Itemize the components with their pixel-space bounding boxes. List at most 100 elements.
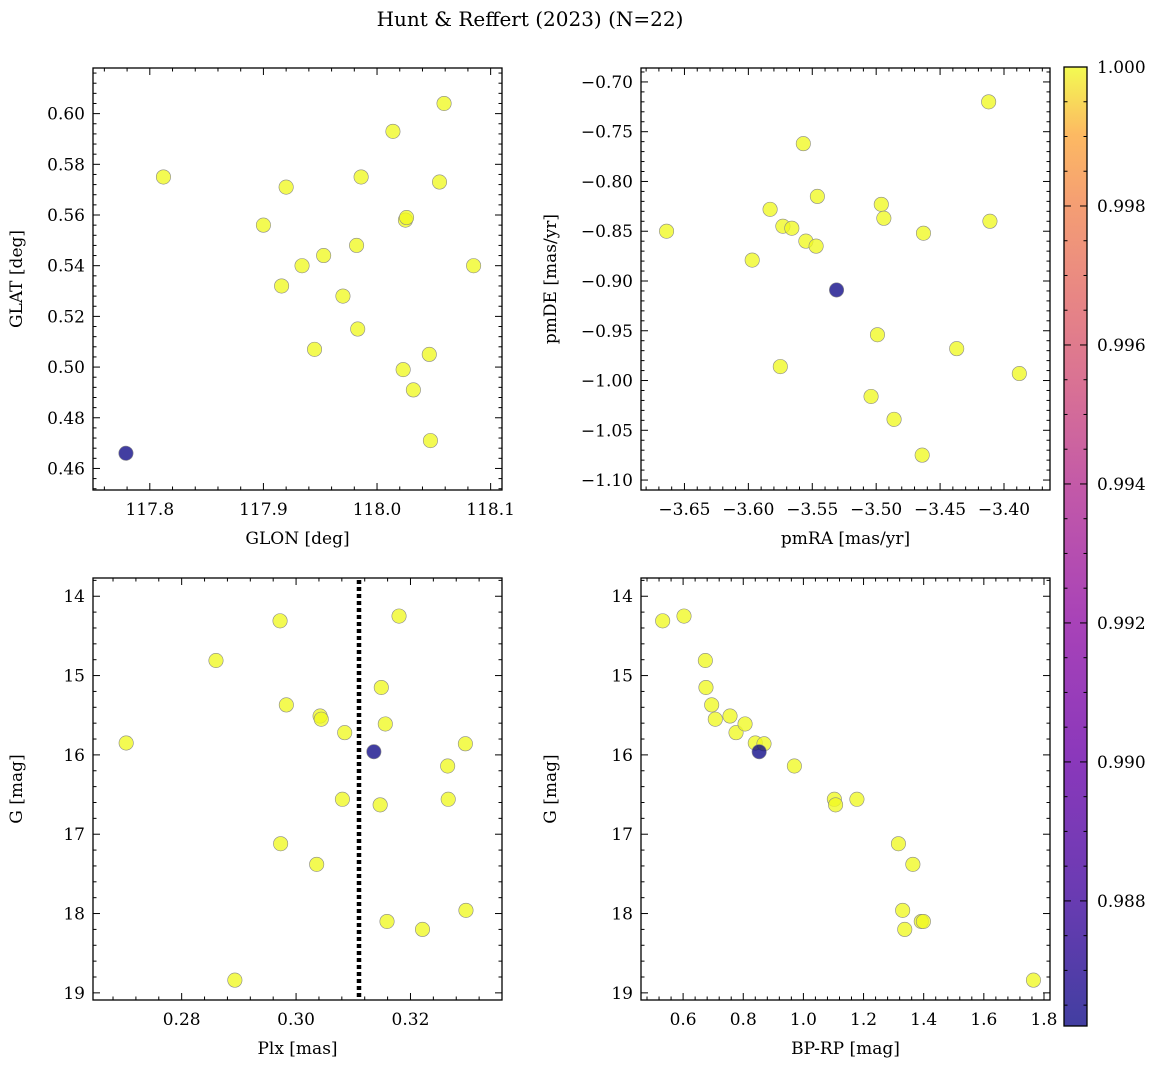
y-tick-label: −0.75 bbox=[581, 123, 633, 143]
data-point bbox=[405, 382, 421, 398]
x-tick-label: 118.1 bbox=[466, 500, 515, 520]
ticks bbox=[641, 68, 1050, 491]
data-point bbox=[458, 902, 474, 918]
colorbar-tick-label: 0.998 bbox=[1097, 197, 1146, 217]
y-tick-label: 0.54 bbox=[47, 257, 85, 277]
data-point bbox=[294, 258, 310, 274]
data-point bbox=[949, 341, 965, 357]
x-tick-label: 118.0 bbox=[353, 500, 402, 520]
colorbar-tick-label: 0.994 bbox=[1097, 475, 1146, 495]
data-point bbox=[659, 223, 675, 239]
data-point bbox=[414, 921, 430, 937]
data-point bbox=[155, 169, 171, 185]
data-point bbox=[849, 791, 865, 807]
data-point bbox=[366, 744, 382, 760]
data-point bbox=[981, 94, 997, 110]
x-tick-label: 0.8 bbox=[730, 1010, 757, 1030]
y-axis-label: G [mag] bbox=[541, 754, 561, 823]
y-axis-label: pmDE [mas/yr] bbox=[541, 214, 561, 344]
y-tick-label: 0.50 bbox=[47, 358, 85, 378]
y-tick-label: 15 bbox=[63, 667, 85, 687]
y-tick-label: −0.95 bbox=[581, 322, 633, 342]
data-point bbox=[762, 201, 778, 217]
data-point bbox=[786, 758, 802, 774]
y-tick-label: 0.46 bbox=[47, 459, 85, 479]
x-tick-label: 1.6 bbox=[970, 1010, 997, 1030]
data-point bbox=[914, 447, 930, 463]
data-point bbox=[440, 791, 456, 807]
colorbar-tick-label: 0.988 bbox=[1097, 892, 1146, 912]
data-point bbox=[309, 856, 325, 872]
data-point bbox=[982, 213, 998, 229]
data-point bbox=[744, 252, 760, 268]
y-tick-label: 17 bbox=[63, 825, 85, 845]
y-tick-label: −0.80 bbox=[581, 172, 633, 192]
x-tick-label: −3.45 bbox=[914, 500, 966, 520]
axes-frame bbox=[92, 577, 503, 1001]
axes-frame bbox=[640, 577, 1051, 1001]
x-tick-label: −3.65 bbox=[658, 500, 710, 520]
x-tick-label: −3.60 bbox=[722, 500, 774, 520]
colorbar-tick-label: 0.990 bbox=[1097, 753, 1146, 773]
axes-frame bbox=[92, 67, 503, 491]
ticks bbox=[93, 578, 503, 1000]
data-point bbox=[421, 346, 437, 362]
panel-4: 0.6 0.8 1.0 1.2 1.4 1.6 1.8 14 15 16 17 18 19 BP-RP [… bbox=[541, 577, 1058, 1059]
points bbox=[655, 608, 1041, 988]
data-point bbox=[828, 797, 844, 813]
y-tick-label: 0.58 bbox=[47, 155, 85, 175]
x-tick-label: 0.32 bbox=[392, 1010, 430, 1030]
data-point bbox=[784, 220, 800, 236]
y-tick-label: −0.85 bbox=[581, 222, 633, 242]
colorbar-frame bbox=[1063, 66, 1088, 1027]
data-point bbox=[395, 362, 411, 378]
data-point bbox=[273, 836, 289, 852]
panels: 117.8 117.9 118.0 118.1 0.46 0.48 0.50 0.52 0.54… bbox=[7, 67, 1058, 1059]
y-tick-label: 0.60 bbox=[47, 105, 85, 125]
data-point bbox=[863, 388, 879, 404]
x-tick-label: 1.8 bbox=[1030, 1010, 1057, 1030]
y-tick-label: 15 bbox=[611, 667, 633, 687]
x-axis-label: Plx [mas] bbox=[257, 1039, 337, 1059]
y-tick-label: 18 bbox=[611, 905, 633, 925]
y-tick-label: −1.05 bbox=[581, 421, 633, 441]
panel-3: 0.28 0.30 0.32 14 15 16 17 18 19 Plx [mas] G [mag] bbox=[7, 577, 503, 1059]
data-point bbox=[272, 613, 288, 629]
data-point bbox=[457, 736, 473, 752]
y-tick-label: 17 bbox=[611, 825, 633, 845]
data-point bbox=[722, 708, 738, 724]
data-point bbox=[118, 445, 134, 461]
data-point bbox=[829, 282, 845, 298]
data-point bbox=[373, 679, 389, 695]
x-tick-label: 1.0 bbox=[790, 1010, 817, 1030]
panel-2: −3.65 −3.60 −3.55 −3.50 −3.45 −3.40 −1.10 −1.05… bbox=[541, 67, 1051, 549]
x-tick-label: 0.6 bbox=[670, 1010, 697, 1030]
data-point bbox=[869, 327, 885, 343]
x-axis-label: GLON [deg] bbox=[245, 529, 349, 549]
data-point bbox=[313, 711, 329, 727]
y-axis-label: G [mag] bbox=[7, 754, 27, 823]
data-point bbox=[905, 856, 921, 872]
x-tick-label: −3.50 bbox=[850, 500, 902, 520]
points bbox=[659, 94, 1027, 463]
data-point bbox=[227, 972, 243, 988]
data-point bbox=[698, 679, 714, 695]
y-tick-label: 14 bbox=[63, 587, 85, 607]
y-tick-label: 14 bbox=[611, 587, 633, 607]
x-tick-label: 0.30 bbox=[277, 1010, 315, 1030]
points bbox=[118, 95, 482, 461]
y-tick-label: −0.90 bbox=[581, 272, 633, 292]
y-tick-label: −1.00 bbox=[581, 372, 633, 392]
data-point bbox=[399, 210, 415, 226]
data-point bbox=[372, 797, 388, 813]
data-point bbox=[876, 210, 892, 226]
ticks bbox=[93, 68, 502, 490]
y-tick-label: −1.10 bbox=[581, 471, 633, 491]
y-tick-label: 0.56 bbox=[47, 206, 85, 226]
colorbar-tick-label: 1.000 bbox=[1097, 58, 1146, 78]
data-point bbox=[307, 341, 323, 357]
data-point bbox=[379, 913, 395, 929]
x-tick-label: 117.8 bbox=[125, 500, 174, 520]
data-point bbox=[349, 237, 365, 253]
data-point bbox=[751, 744, 767, 760]
